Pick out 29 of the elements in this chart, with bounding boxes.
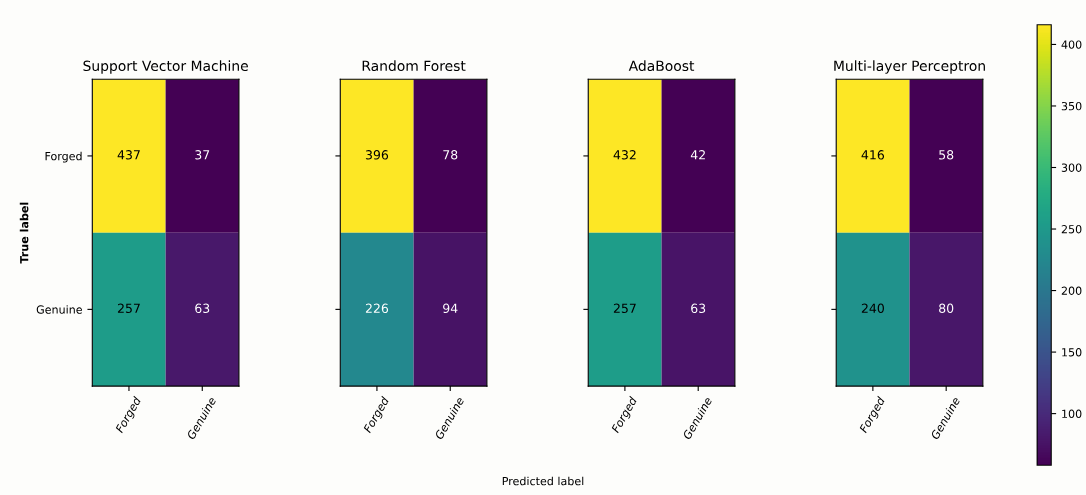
data-label: 80: [939, 303, 954, 313]
data-label: 63: [691, 303, 706, 313]
color-bar-label: 250: [1061, 225, 1082, 234]
color-bar-label: 200: [1061, 286, 1082, 295]
data-label: 257: [117, 303, 140, 313]
color-bar-label: 150: [1062, 348, 1082, 357]
data-label: 437: [117, 150, 140, 160]
data-label: 58: [939, 150, 954, 160]
data-label: 240: [861, 303, 884, 313]
y-axis-title: True label: [19, 202, 29, 264]
data-label: 257: [613, 303, 636, 313]
data-label: 42: [690, 150, 705, 160]
chart-title: AdaBoost: [628, 60, 695, 72]
color-bar-label: 100: [1062, 409, 1082, 418]
data-label: 37: [195, 150, 210, 160]
x-axis-title: Predicted label: [502, 476, 584, 486]
color-bar-label: 300: [1061, 163, 1082, 172]
data-label: 432: [613, 150, 636, 160]
color-bar-label: 350: [1061, 101, 1082, 111]
data-label: 226: [365, 303, 389, 313]
data-label: 396: [365, 150, 389, 160]
chart-title: Support Vector Machine: [83, 60, 248, 74]
chart-title: Multi-layer Perceptron: [834, 60, 985, 74]
data-label: 416: [861, 150, 885, 160]
data-label: 78: [443, 150, 458, 160]
chart-title: Random Forest: [362, 60, 466, 72]
color-bar-label: 400: [1061, 40, 1082, 49]
data-label: 63: [195, 303, 210, 313]
data-label: 94: [443, 303, 458, 313]
